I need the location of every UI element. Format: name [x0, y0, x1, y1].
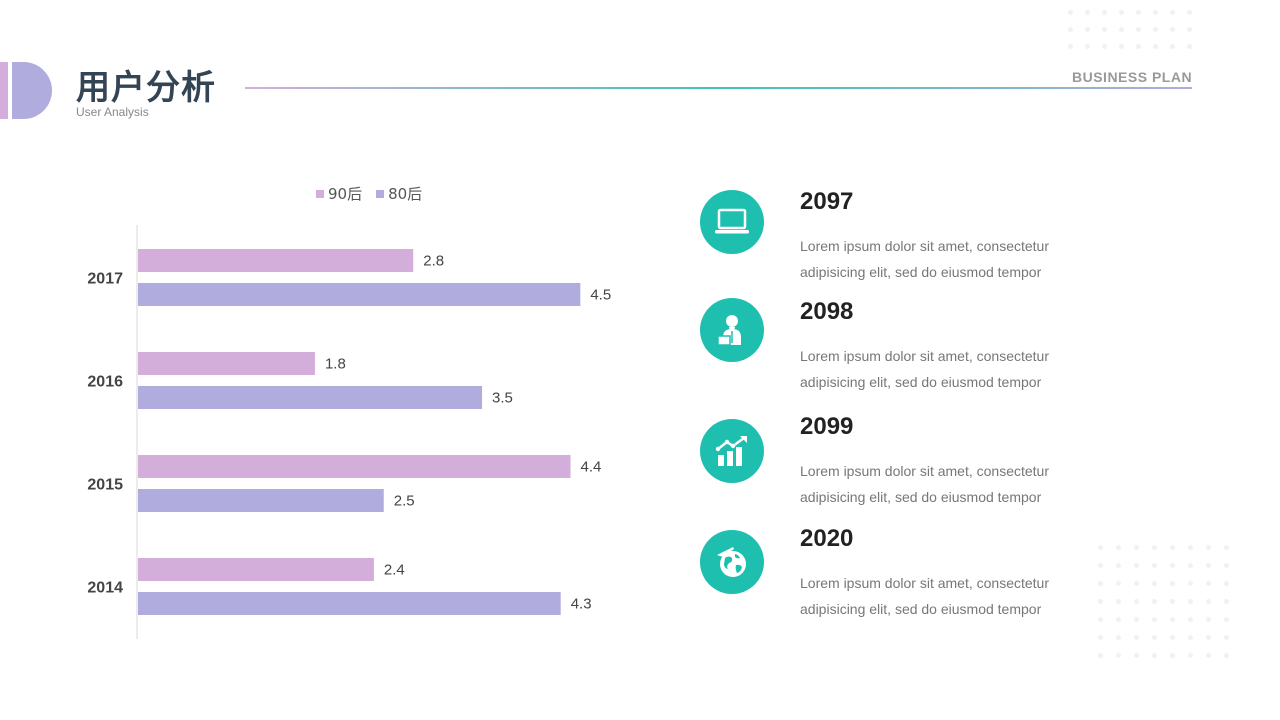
- item-desc-2: Lorem ipsum dolor sit amet, consectetur …: [800, 343, 1100, 395]
- item-year-1: 2097: [800, 188, 854, 215]
- bar-value-label: 2.8: [423, 253, 444, 270]
- bar-90-2017: [138, 249, 414, 272]
- bar-80-2016: [138, 386, 483, 409]
- bar-80-2014: [138, 592, 561, 615]
- category-tick-label: 2016: [87, 374, 123, 391]
- laptop-icon: [700, 190, 764, 254]
- bar-chart: 2017 2.8 4.5 2016 1.8 3.5 2015 4.4 2.5 2014 2.4 4.3: [87, 225, 611, 639]
- growth-chart-icon: [700, 419, 764, 483]
- bar-90-2016: [138, 352, 315, 375]
- item-desc-2-line1: Lorem ipsum dolor sit amet, consectetur: [800, 348, 1049, 364]
- item-desc-3: Lorem ipsum dolor sit amet, consectetur …: [800, 458, 1100, 510]
- legend-label-80: 80后: [388, 185, 423, 203]
- item-year-2: 2098: [800, 298, 854, 325]
- legend-swatch-80: [376, 189, 385, 198]
- bar-80-2015: [138, 489, 384, 512]
- bar-value-label: 4.3: [571, 596, 592, 613]
- title-divider: [245, 87, 1192, 89]
- item-desc-4-line2: adipisicing elit, sed do eiusmod tempor: [800, 601, 1042, 617]
- item-desc-1: Lorem ipsum dolor sit amet, consectetur …: [800, 233, 1100, 285]
- bar-90-2015: [138, 455, 571, 478]
- chart-legend: 90后 80后: [316, 183, 422, 204]
- item-desc-4: Lorem ipsum dolor sit amet, consectetur …: [800, 570, 1100, 622]
- business-plan-tag: BUSINESS PLAN: [1072, 69, 1193, 85]
- title-decoration: [0, 62, 52, 119]
- legend-item-80: 80后: [376, 183, 422, 204]
- bar-value-label: 2.5: [394, 493, 415, 510]
- businessman-icon: [700, 298, 764, 362]
- item-desc-4-line1: Lorem ipsum dolor sit amet, consectetur: [800, 575, 1049, 591]
- category-tick-label: 2014: [87, 580, 123, 597]
- bar-90-2014: [138, 558, 374, 581]
- title-decoration-bar: [0, 62, 8, 119]
- item-desc-1-line1: Lorem ipsum dolor sit amet, consectetur: [800, 238, 1049, 254]
- page-subtitle: User Analysis: [76, 105, 149, 119]
- bar-80-2017: [138, 283, 581, 306]
- legend-item-90: 90后: [316, 183, 362, 204]
- category-tick-label: 2017: [87, 271, 123, 288]
- legend-label-90: 90后: [328, 185, 363, 203]
- legend-swatch-90: [316, 189, 324, 198]
- bar-value-label: 2.4: [384, 562, 405, 579]
- bar-value-label: 1.8: [325, 356, 346, 373]
- page-title: 用户分析: [76, 68, 216, 108]
- title-decoration-half-circle: [12, 62, 52, 119]
- item-year-4: 2020: [800, 525, 854, 552]
- category-tick-label: 2015: [87, 477, 123, 494]
- globe-plane-icon: [700, 530, 764, 594]
- item-desc-3-line2: adipisicing elit, sed do eiusmod tempor: [800, 489, 1042, 505]
- item-year-3: 2099: [800, 413, 854, 440]
- item-desc-1-line2: adipisicing elit, sed do eiusmod tempor: [800, 264, 1042, 280]
- item-desc-3-line1: Lorem ipsum dolor sit amet, consectetur: [800, 463, 1049, 479]
- bar-value-label: 4.5: [590, 287, 611, 304]
- bar-value-label: 4.4: [581, 459, 602, 476]
- bar-value-label: 3.5: [492, 390, 513, 407]
- item-desc-2-line2: adipisicing elit, sed do eiusmod tempor: [800, 374, 1042, 390]
